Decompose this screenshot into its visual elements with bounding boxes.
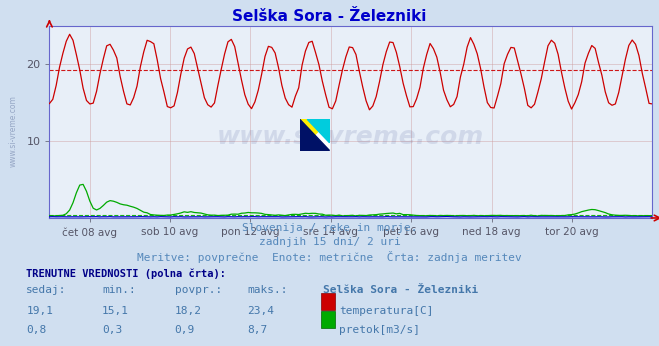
Text: zadnjih 15 dni/ 2 uri: zadnjih 15 dni/ 2 uri — [258, 237, 401, 247]
Text: Slovenija / reke in morje.: Slovenija / reke in morje. — [242, 223, 417, 233]
Text: www.si-vreme.com: www.si-vreme.com — [217, 125, 484, 149]
Text: sedaj:: sedaj: — [26, 285, 67, 295]
Text: 19,1: 19,1 — [26, 306, 53, 316]
Text: temperatura[C]: temperatura[C] — [339, 306, 434, 316]
Polygon shape — [307, 119, 330, 143]
Text: Selška Sora - Železniki: Selška Sora - Železniki — [233, 9, 426, 24]
Text: 18,2: 18,2 — [175, 306, 202, 316]
Text: www.si-vreme.com: www.si-vreme.com — [9, 95, 18, 167]
Text: Selška Sora - Železniki: Selška Sora - Železniki — [323, 285, 478, 295]
Text: pretok[m3/s]: pretok[m3/s] — [339, 325, 420, 335]
Text: 15,1: 15,1 — [102, 306, 129, 316]
Text: maks.:: maks.: — [247, 285, 287, 295]
Text: Meritve: povprečne  Enote: metrične  Črta: zadnja meritev: Meritve: povprečne Enote: metrične Črta:… — [137, 251, 522, 263]
Text: povpr.:: povpr.: — [175, 285, 222, 295]
Text: 0,8: 0,8 — [26, 325, 47, 335]
Polygon shape — [300, 119, 330, 151]
Text: 0,3: 0,3 — [102, 325, 123, 335]
Text: 8,7: 8,7 — [247, 325, 268, 335]
Polygon shape — [300, 119, 330, 151]
Text: min.:: min.: — [102, 285, 136, 295]
Text: 0,9: 0,9 — [175, 325, 195, 335]
Text: 23,4: 23,4 — [247, 306, 274, 316]
Text: TRENUTNE VREDNOSTI (polna črta):: TRENUTNE VREDNOSTI (polna črta): — [26, 268, 226, 279]
